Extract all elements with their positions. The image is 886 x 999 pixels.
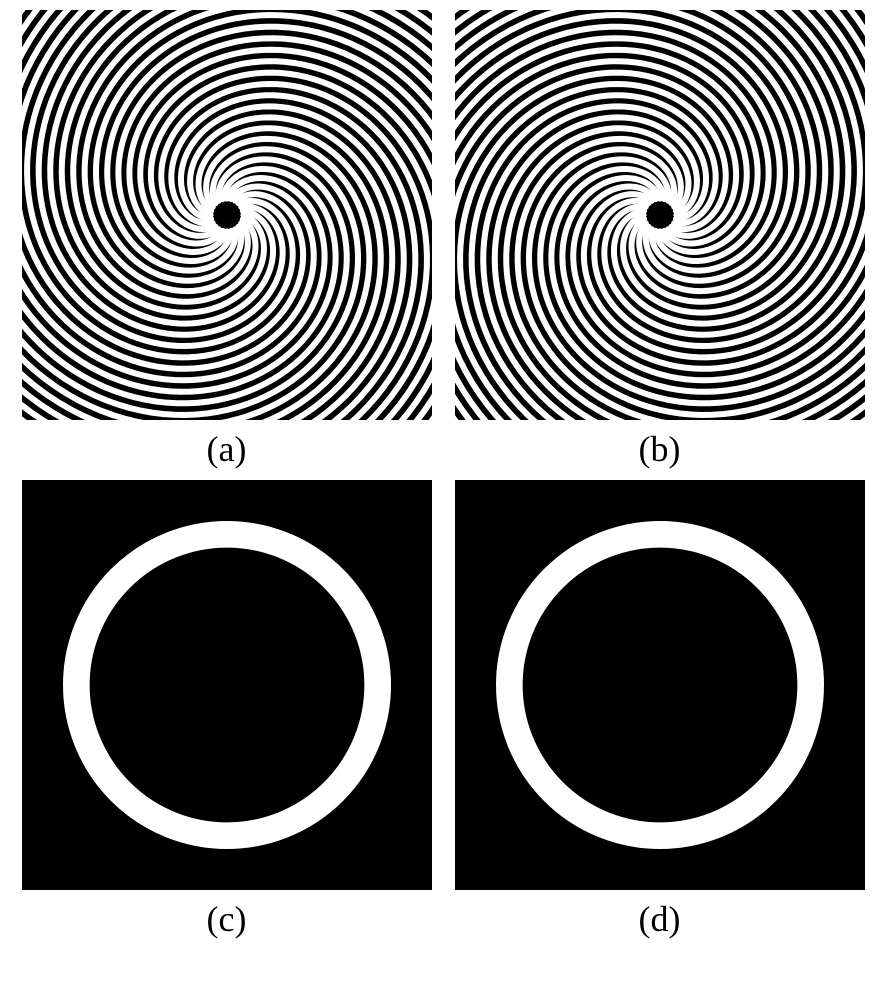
panel-b-label: (b) <box>639 428 681 470</box>
panel-a-cell: (a) <box>20 10 433 470</box>
panel-c-cell: (c) <box>20 480 433 940</box>
panel-d-label: (d) <box>639 898 681 940</box>
panel-b <box>455 10 865 420</box>
panel-d-cell: (d) <box>453 480 866 940</box>
panel-a <box>22 10 432 420</box>
panel-b-cell: (b) <box>453 10 866 470</box>
panel-a-label: (a) <box>207 428 247 470</box>
figure-grid: (a) (b) (c) (d) <box>0 0 886 950</box>
panel-d <box>455 480 865 890</box>
panel-c-label: (c) <box>207 898 247 940</box>
panel-c <box>22 480 432 890</box>
